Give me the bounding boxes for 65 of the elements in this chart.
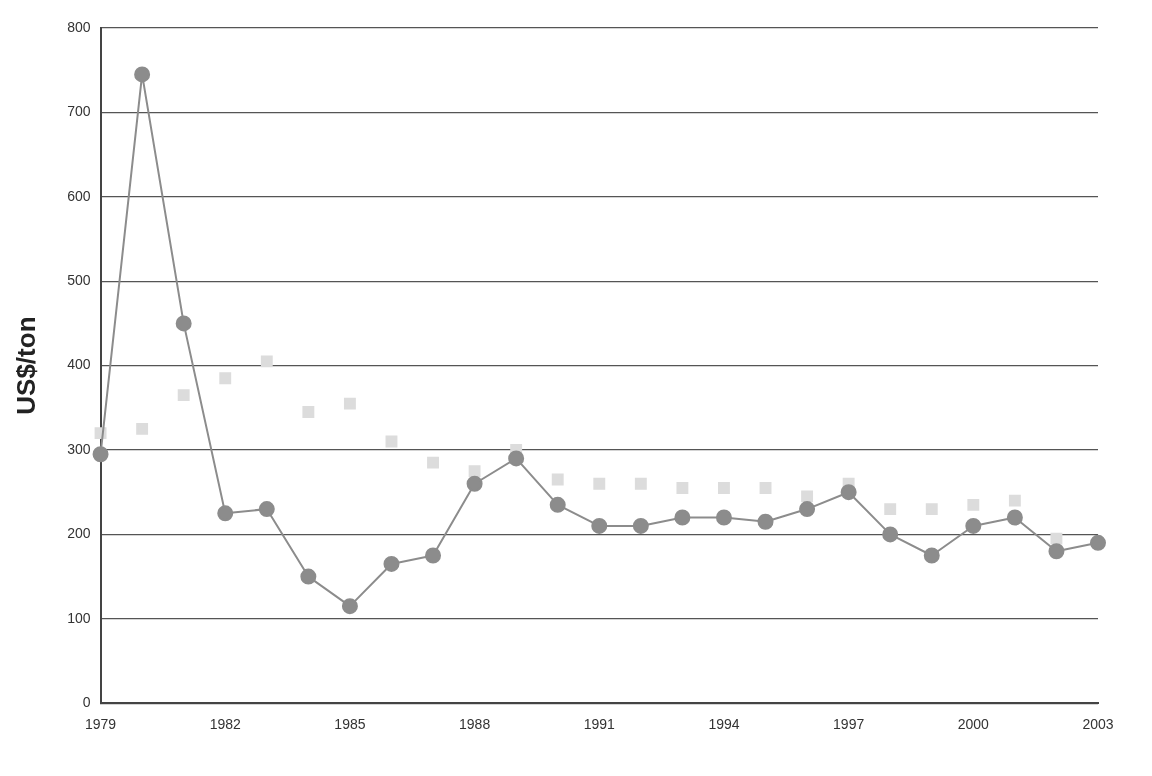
x-tick-label: 1985 [334, 716, 366, 733]
y-axis-title: US$/ton [10, 316, 41, 415]
point [925, 503, 938, 516]
x-tick-label: 1991 [583, 716, 616, 733]
point [385, 435, 398, 448]
point [1050, 532, 1063, 545]
point [341, 598, 358, 615]
point [593, 477, 606, 490]
point [1006, 509, 1023, 526]
y-tick-label: 0 [82, 694, 91, 711]
point [260, 355, 273, 368]
point [676, 482, 689, 494]
point [217, 505, 234, 522]
point [383, 555, 400, 572]
y-tick-label: 200 [67, 525, 91, 542]
point [136, 422, 149, 435]
y-tick-label: 500 [67, 272, 91, 289]
x-tick-label: 2003 [1082, 716, 1114, 733]
y-tick-label: 600 [67, 187, 91, 204]
point [1090, 534, 1106, 551]
point [882, 526, 899, 543]
y-tick-label: 800 [67, 18, 91, 35]
point [468, 465, 481, 478]
point [427, 456, 439, 469]
point [967, 498, 980, 511]
point [965, 517, 982, 534]
point [549, 496, 566, 513]
point [718, 482, 730, 494]
y-tick-label: 700 [67, 103, 91, 120]
point [759, 482, 772, 494]
point [591, 517, 608, 534]
point [425, 547, 442, 564]
point [508, 450, 525, 467]
point [884, 503, 897, 516]
point [674, 509, 691, 526]
point [551, 473, 564, 486]
point [1048, 543, 1065, 560]
point [258, 501, 275, 518]
y-tick-label: 300 [67, 440, 91, 457]
point [300, 568, 317, 585]
point [466, 475, 483, 492]
y-tick-label: 100 [67, 609, 91, 626]
point [177, 389, 190, 402]
point [757, 513, 774, 530]
x-tick-label: 1979 [84, 716, 117, 733]
point [632, 517, 649, 534]
point [840, 484, 857, 501]
x-tick-label: 1988 [459, 716, 491, 733]
point [219, 372, 232, 385]
x-tick-label: 1982 [209, 716, 242, 733]
point [302, 406, 315, 418]
point [923, 547, 940, 564]
point [134, 66, 151, 83]
point [175, 315, 192, 332]
point [343, 397, 356, 410]
x-tick-label: 2000 [957, 716, 990, 733]
point [715, 509, 732, 526]
point [799, 501, 816, 518]
x-tick-label: 1997 [833, 716, 865, 733]
point [801, 490, 814, 503]
x-tick-label: 1994 [708, 716, 740, 733]
point [92, 446, 109, 463]
y-tick-label: 400 [67, 356, 91, 373]
point [634, 477, 647, 490]
point [1008, 494, 1021, 507]
